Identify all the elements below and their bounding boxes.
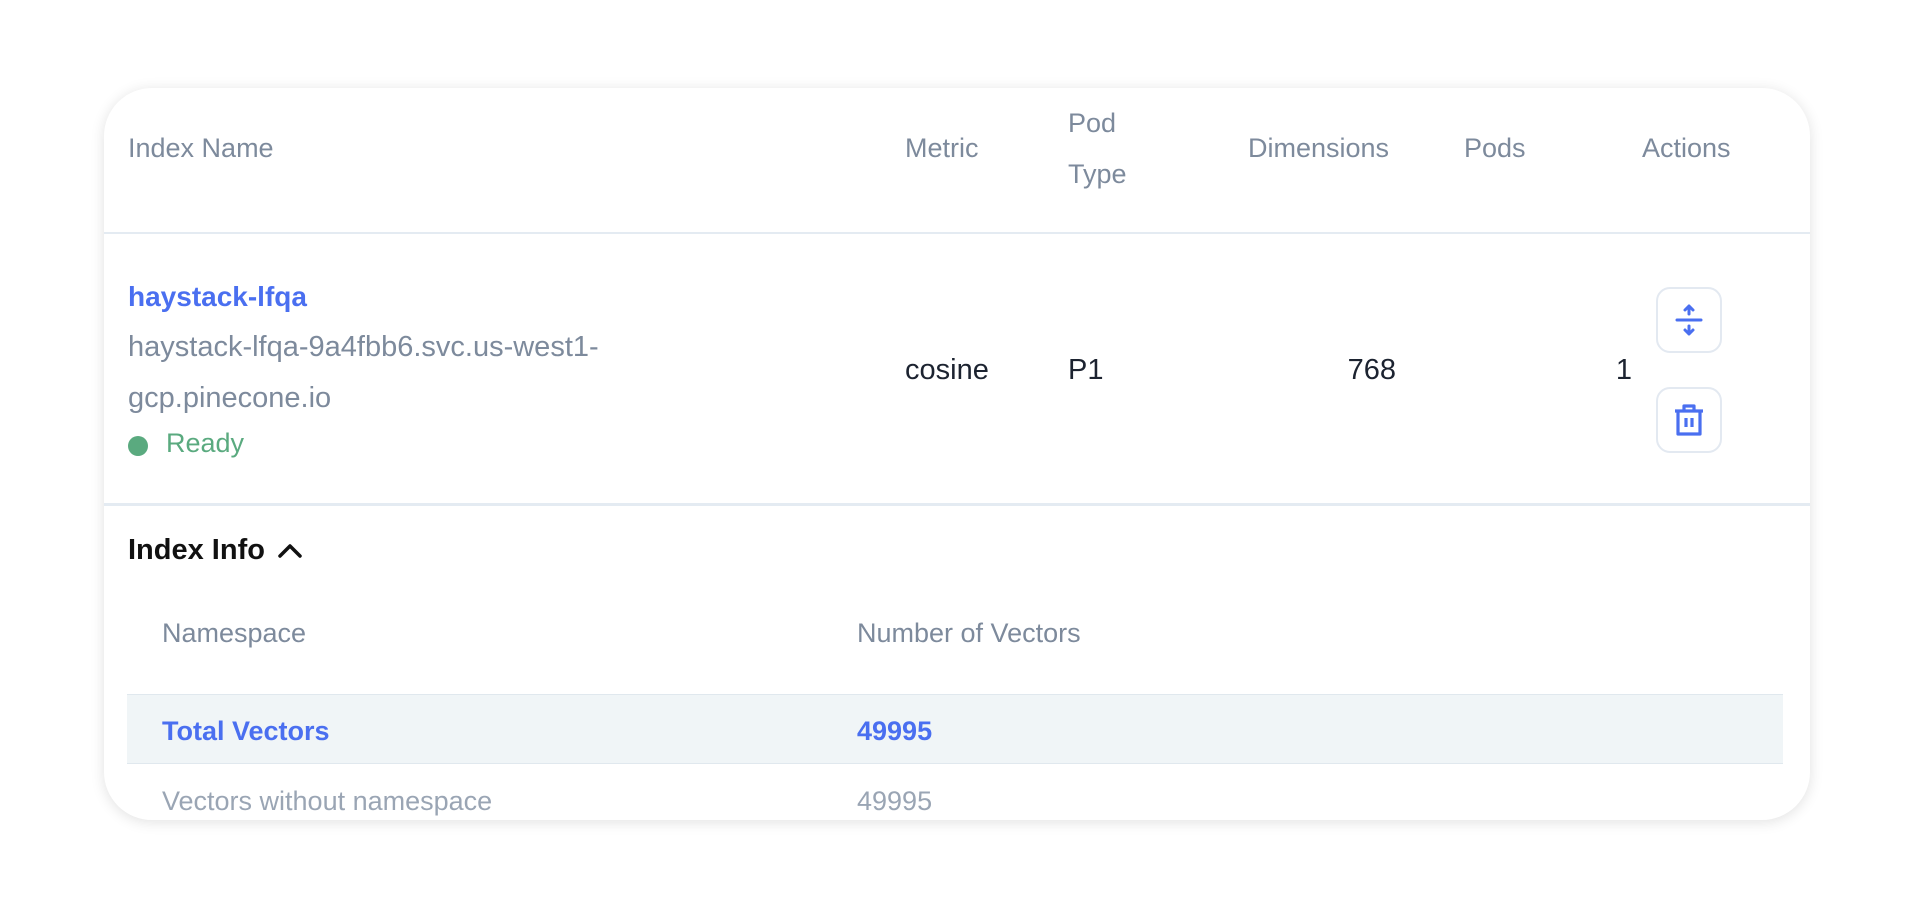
header-divider xyxy=(104,232,1810,234)
dimensions-value: 768 xyxy=(1347,354,1396,386)
pod-type-value: P1 xyxy=(1068,354,1104,386)
index-name-link[interactable]: haystack-lfqa xyxy=(128,281,307,312)
pods-value: 1 xyxy=(1615,354,1632,386)
no-namespace-value: 49995 xyxy=(857,786,933,816)
header-dimensions: Dimensions xyxy=(1248,133,1390,163)
expand-collapse-icon xyxy=(1675,304,1703,336)
index-host-line2: gcp.pinecone.io xyxy=(128,382,332,414)
status-dot-icon xyxy=(128,436,148,456)
metric-value: cosine xyxy=(905,354,989,386)
no-namespace-label: Vectors without namespace xyxy=(162,786,493,816)
configure-pods-button[interactable] xyxy=(1656,287,1722,353)
row-divider xyxy=(104,503,1810,506)
total-vectors-value: 49995 xyxy=(857,716,933,746)
header-metric: Metric xyxy=(905,133,979,163)
index-host-line1: haystack-lfqa-9a4fbb6.svc.us-west1- xyxy=(128,331,599,363)
header-actions: Actions xyxy=(1642,133,1731,163)
index-info-title: Index Info xyxy=(128,534,265,566)
header-pod-type-2: Type xyxy=(1068,159,1127,189)
delete-index-button[interactable] xyxy=(1656,387,1722,453)
header-index-name: Index Name xyxy=(128,133,274,163)
total-vectors-row xyxy=(127,694,1783,764)
chevron-up-icon xyxy=(278,543,302,558)
namespace-header: Namespace xyxy=(162,618,307,648)
status-badge: Ready xyxy=(166,428,245,458)
index-card: Index Name Metric Pod Type Dimensions Po… xyxy=(104,88,1810,820)
total-vectors-label: Total Vectors xyxy=(162,716,330,746)
vectors-header: Number of Vectors xyxy=(857,618,1081,648)
header-pod-type-1: Pod xyxy=(1068,108,1117,138)
index-info-toggle[interactable]: Index Info xyxy=(128,534,303,567)
trash-icon xyxy=(1675,404,1703,436)
header-pods: Pods xyxy=(1464,133,1526,163)
